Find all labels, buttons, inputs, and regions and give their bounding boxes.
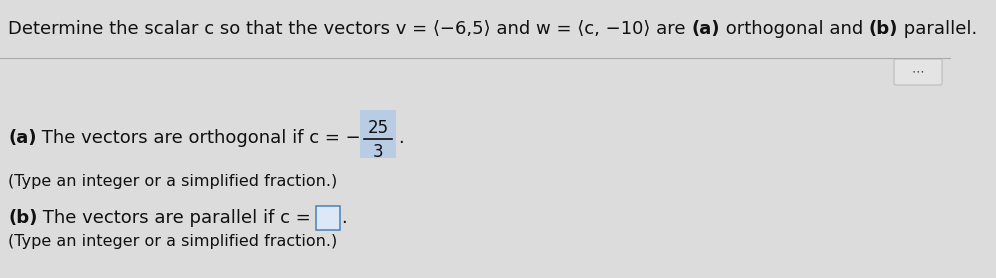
Text: .: .	[398, 129, 404, 147]
Text: (b): (b)	[8, 209, 38, 227]
FancyBboxPatch shape	[316, 206, 340, 230]
Text: (Type an integer or a simplified fraction.): (Type an integer or a simplified fractio…	[8, 174, 338, 189]
Text: parallel.: parallel.	[898, 20, 977, 38]
Text: 25: 25	[368, 119, 388, 137]
Text: 3: 3	[373, 143, 383, 161]
Text: (b): (b)	[869, 20, 898, 38]
Text: (Type an integer or a simplified fraction.): (Type an integer or a simplified fractio…	[8, 234, 338, 249]
FancyBboxPatch shape	[894, 59, 942, 85]
Text: orthogonal and: orthogonal and	[720, 20, 869, 38]
Text: (a): (a)	[691, 20, 720, 38]
Text: Determine the scalar c so that the vectors v = ⟨−6,5⟩ and w = ⟨c, −10⟩ are: Determine the scalar c so that the vecto…	[8, 20, 691, 38]
FancyBboxPatch shape	[361, 110, 396, 158]
Text: .: .	[341, 209, 347, 227]
Text: ⋯: ⋯	[911, 66, 924, 78]
Text: The vectors are orthogonal if c = −: The vectors are orthogonal if c = −	[37, 129, 362, 147]
Text: The vectors are parallel if c =: The vectors are parallel if c =	[38, 209, 317, 227]
Text: (a): (a)	[8, 129, 37, 147]
